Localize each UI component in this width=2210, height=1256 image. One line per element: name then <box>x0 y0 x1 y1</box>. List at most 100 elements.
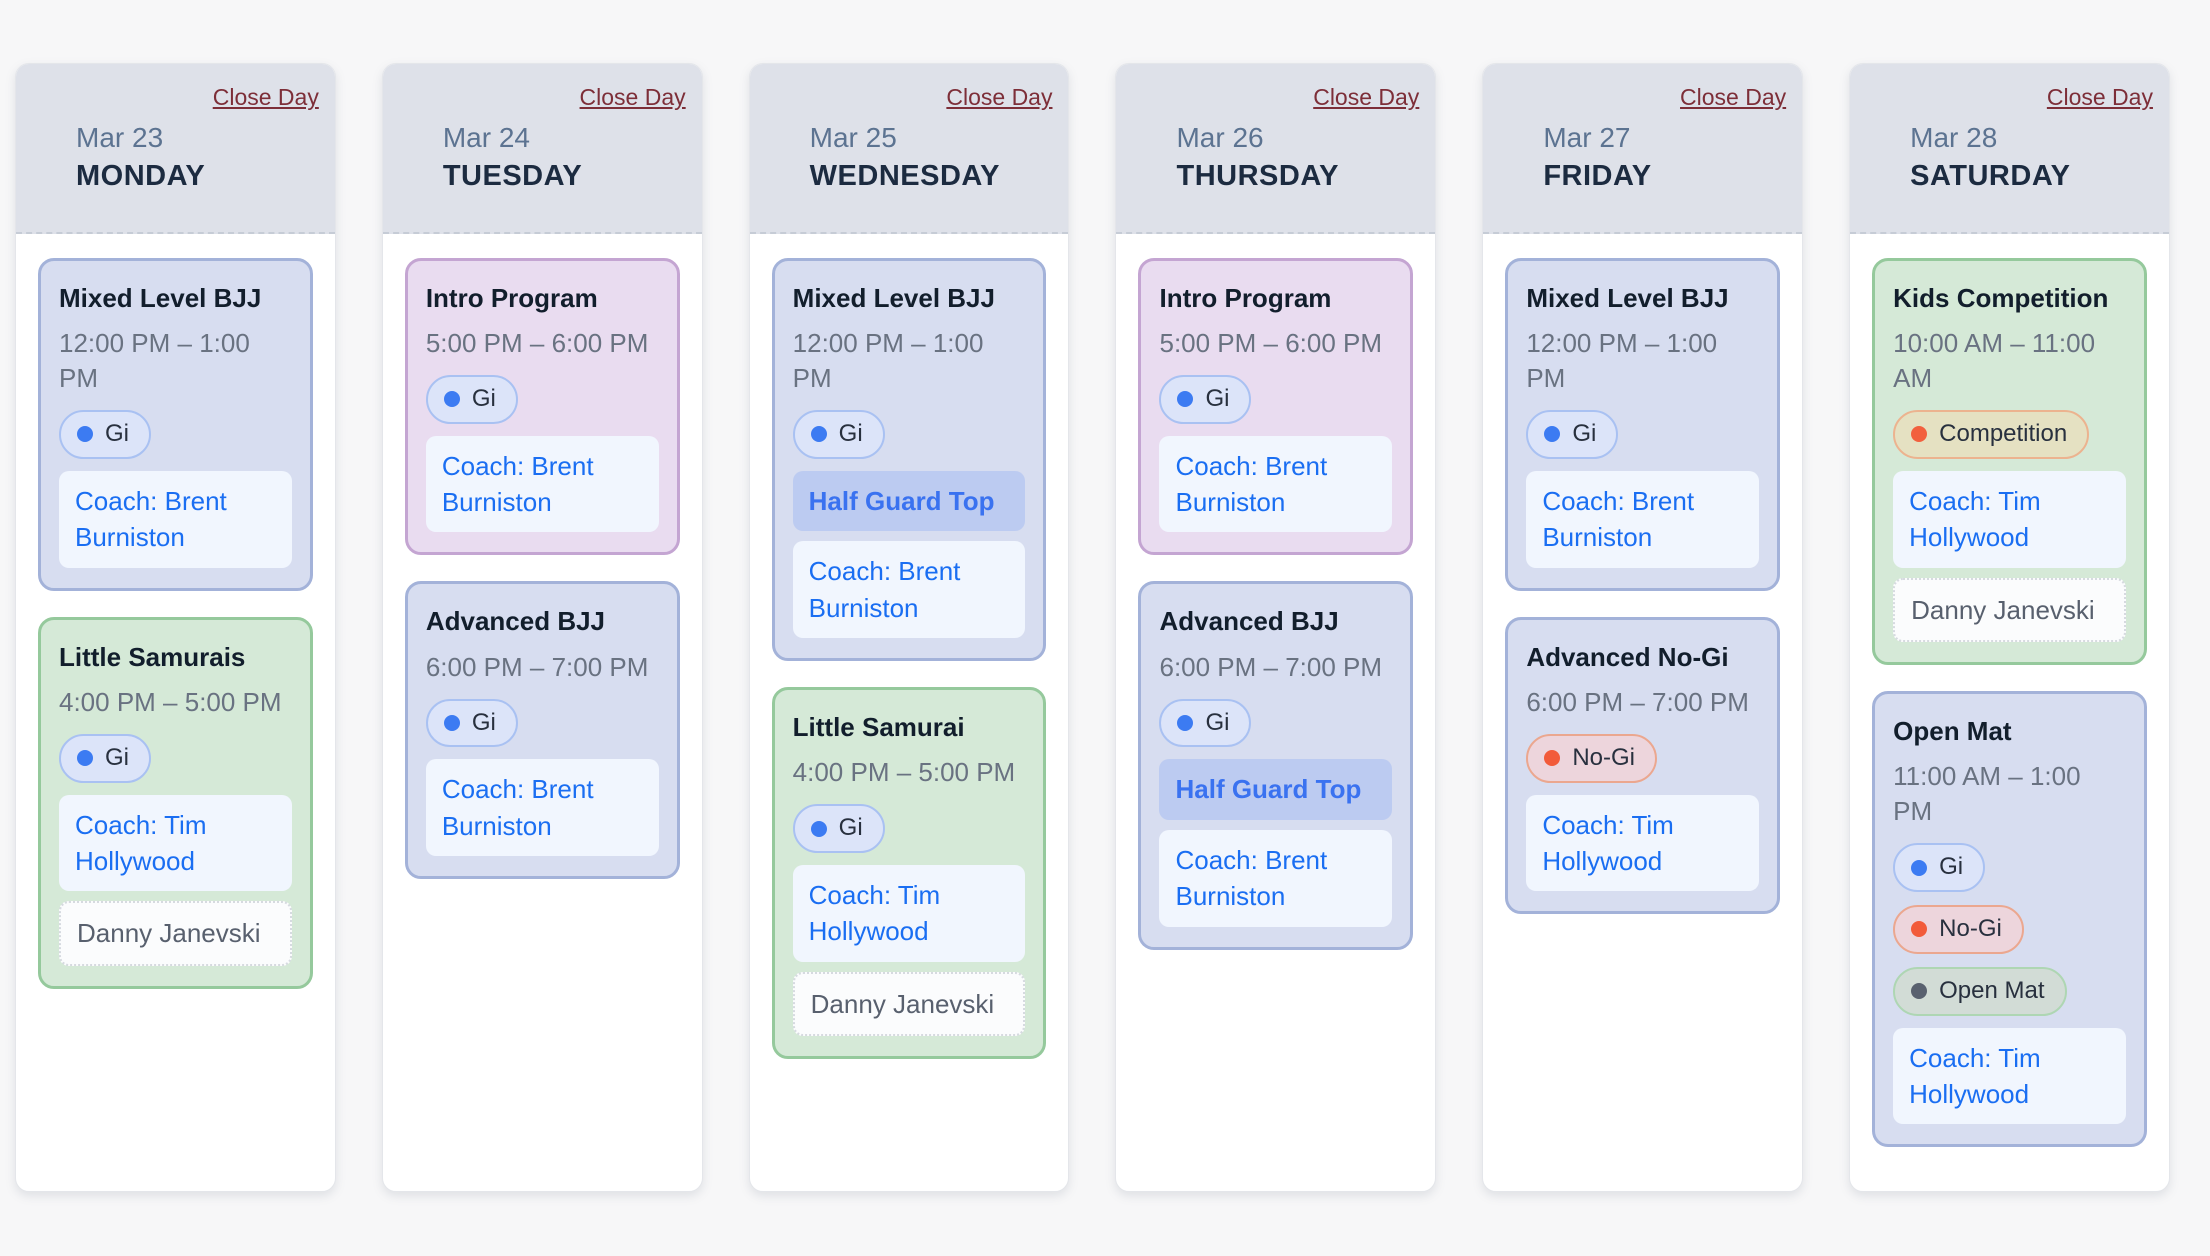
day-column-thursday: Close Day Mar 26 THURSDAY Intro Program … <box>1115 63 1437 1192</box>
badge-list: Gi <box>1159 374 1392 424</box>
badge-gi: Gi <box>792 409 885 459</box>
class-title: Mixed Level BJJ <box>1526 282 1729 313</box>
badge-dot-icon <box>443 391 460 408</box>
class-coach: Coach: Brent Burniston <box>425 435 659 533</box>
badge-list: Gi <box>59 409 292 459</box>
class-coach: Coach: Brent Burniston <box>1526 470 1760 568</box>
badge-list: Gi <box>59 733 292 783</box>
attendee-box: Danny Janevski <box>792 971 1026 1037</box>
badge-dot-icon <box>1544 426 1561 443</box>
class-time: 12:00 PM – 1:00 PM <box>792 327 984 393</box>
badge-label: Gi <box>838 419 863 447</box>
day-name: FRIDAY <box>1543 159 1652 192</box>
class-card[interactable]: Kids Competition 10:00 AM – 11:00 AM Com… <box>1872 257 2147 665</box>
class-card[interactable]: Advanced BJJ 6:00 PM – 7:00 PM Gi Half G… <box>1138 581 1414 950</box>
badge-list: No-Gi <box>1526 733 1759 783</box>
class-coach: Coach: Brent Burniston <box>1159 435 1393 533</box>
class-time: 10:00 AM – 11:00 AM <box>1893 327 2096 393</box>
class-coach: Coach: Tim Hollywood <box>59 794 292 892</box>
badge-label: Gi <box>838 814 863 842</box>
class-list: Mixed Level BJJ 12:00 PM – 1:00 PM Gi Co… <box>1483 234 1802 939</box>
close-day-link[interactable]: Close Day <box>1313 84 1420 110</box>
badge-list: Gi <box>792 409 1026 459</box>
class-time: 5:00 PM – 6:00 PM <box>1159 327 1383 358</box>
badge-label: Open Mat <box>1939 976 2045 1004</box>
class-coach: Coach: Tim Hollywood <box>792 864 1026 962</box>
badge-label: Gi <box>1939 853 1964 881</box>
day-column-friday: Close Day Mar 27 FRIDAY Mixed Level BJJ … <box>1482 63 1804 1192</box>
close-day-link[interactable]: Close Day <box>212 84 319 110</box>
day-name: THURSDAY <box>1176 159 1339 192</box>
day-header: Close Day Mar 27 FRIDAY <box>1483 64 1803 234</box>
day-column-saturday: Close Day Mar 28 SATURDAY Kids Competiti… <box>1849 63 2170 1192</box>
badge-list: Gi <box>792 804 1026 853</box>
attendee-box: Danny Janevski <box>59 901 292 966</box>
class-title: Intro Program <box>1159 282 1332 313</box>
badge-list: Gi <box>1526 409 1759 459</box>
day-date: Mar 27 <box>1543 121 1631 153</box>
badge-dot-icon <box>77 750 93 767</box>
class-card[interactable]: Open Mat 11:00 AM – 1:00 PM Gi No-Gi Ope… <box>1872 690 2147 1148</box>
class-card[interactable]: Mixed Level BJJ 12:00 PM – 1:00 PM Gi Co… <box>1505 257 1781 591</box>
badge-label: Gi <box>471 708 496 736</box>
day-column-tuesday: Close Day Mar 24 TUESDAY Intro Program 5… <box>381 63 703 1192</box>
class-card[interactable]: Advanced No-Gi 6:00 PM – 7:00 PM No-Gi C… <box>1505 616 1781 915</box>
attendee-box: Danny Janevski <box>1893 577 2126 642</box>
class-list: Kids Competition 10:00 AM – 11:00 AM Com… <box>1850 234 2169 1172</box>
badge-dot-icon <box>443 715 460 732</box>
class-title: Little Samurai <box>792 711 965 742</box>
badge-gi: Gi <box>425 698 518 748</box>
class-card[interactable]: Mixed Level BJJ 12:00 PM – 1:00 PM Gi Co… <box>38 257 313 591</box>
class-coach: Coach: Tim Hollywood <box>1893 470 2126 568</box>
badge-label: No-Gi <box>1939 915 2002 942</box>
class-time: 6:00 PM – 7:00 PM <box>1159 651 1383 682</box>
badge-dot-icon <box>810 820 827 837</box>
day-name: SATURDAY <box>1910 159 2071 192</box>
day-header: Close Day Mar 23 MONDAY <box>16 64 335 234</box>
badge-openmat: Open Mat <box>1893 966 2067 1016</box>
class-title: Intro Program <box>425 282 598 313</box>
class-coach: Coach: Brent Burniston <box>425 759 659 857</box>
day-date: Mar 28 <box>1910 121 1998 153</box>
class-card[interactable]: Mixed Level BJJ 12:00 PM – 1:00 PM Gi Ha… <box>771 257 1047 661</box>
badge-list: Gi <box>425 698 659 748</box>
badge-dot-icon <box>1544 750 1561 767</box>
close-day-link[interactable]: Close Day <box>579 84 686 110</box>
badge-dot-icon <box>1911 859 1928 876</box>
class-card[interactable]: Little Samurai 4:00 PM – 5:00 PM Gi Coac… <box>771 686 1047 1060</box>
close-day-link[interactable]: Close Day <box>2046 84 2153 110</box>
day-header: Close Day Mar 24 TUESDAY <box>382 64 702 234</box>
badge-dot-icon <box>810 426 827 443</box>
class-list: Mixed Level BJJ 12:00 PM – 1:00 PM Gi Co… <box>16 234 335 1013</box>
close-day-link[interactable]: Close Day <box>1680 84 1787 110</box>
badge-gi: Gi <box>1893 843 1986 892</box>
class-card[interactable]: Intro Program 5:00 PM – 6:00 PM Gi Coach… <box>404 257 680 556</box>
class-card[interactable]: Little Samurais 4:00 PM – 5:00 PM Gi Coa… <box>38 616 313 989</box>
class-title: Advanced No-Gi <box>1526 641 1729 672</box>
class-coach: Coach: Tim Hollywood <box>1526 794 1760 892</box>
badge-gi: Gi <box>1159 374 1252 424</box>
day-column-wednesday: Close Day Mar 25 WEDNESDAY Mixed Level B… <box>748 63 1070 1192</box>
badge-dot-icon <box>1911 921 1928 938</box>
class-title: Kids Competition <box>1893 282 2109 313</box>
badge-gi: Gi <box>1159 698 1252 748</box>
day-name: MONDAY <box>76 159 206 192</box>
class-card[interactable]: Advanced BJJ 6:00 PM – 7:00 PM Gi Coach:… <box>404 581 680 880</box>
badge-label: Gi <box>1572 419 1597 447</box>
class-time: 12:00 PM – 1:00 PM <box>59 327 250 393</box>
schedule-board: Close Day Mar 23 MONDAY Mixed Level BJJ … <box>15 63 2170 1192</box>
badge-label: Competition <box>1939 419 2068 447</box>
badge-gi: Gi <box>792 804 885 853</box>
class-title: Advanced BJJ <box>425 606 606 637</box>
class-coach: Coach: Brent Burniston <box>59 470 292 568</box>
badge-list: Competition <box>1893 409 2126 459</box>
class-title: Open Mat <box>1893 715 2012 746</box>
close-day-link[interactable]: Close Day <box>946 84 1053 110</box>
day-date: Mar 23 <box>76 121 164 153</box>
badge-label: No-Gi <box>1572 743 1635 771</box>
class-title: Mixed Level BJJ <box>792 282 995 313</box>
class-topic: Half Guard Top <box>792 470 1026 532</box>
class-card[interactable]: Intro Program 5:00 PM – 6:00 PM Gi Coach… <box>1138 257 1414 556</box>
badge-dot-icon <box>1177 715 1194 732</box>
badge-label: Gi <box>1205 384 1230 412</box>
